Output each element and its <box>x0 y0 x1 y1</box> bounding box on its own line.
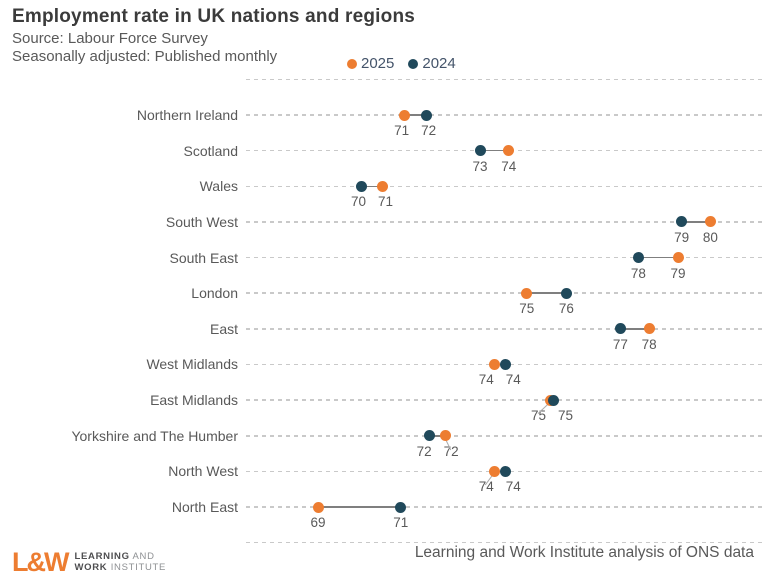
value-label-2025: 72 <box>443 443 459 459</box>
region-label: South West <box>0 211 238 232</box>
dot-2024 <box>499 358 511 370</box>
lw-logo: L&W LEARNING AND WORK INSTITUTE <box>12 548 166 576</box>
dot-2024 <box>614 323 626 335</box>
dot-2025 <box>643 323 655 335</box>
dot-2024 <box>395 501 407 513</box>
lw-logo-mark-icon: L&W <box>12 547 70 577</box>
gridline <box>246 114 766 116</box>
gridline <box>246 328 766 330</box>
gridline <box>246 435 766 437</box>
value-label-2025: 80 <box>702 229 718 245</box>
value-label-2024: 74 <box>505 479 521 495</box>
chart-note: Seasonally adjusted: Published monthly <box>12 48 278 65</box>
dumbbell-connector <box>480 149 509 152</box>
value-label-2025: 79 <box>670 265 686 281</box>
dot-2025 <box>503 145 515 157</box>
dumbbell-connector <box>681 221 711 223</box>
gridline <box>246 185 766 188</box>
dot-2025 <box>704 216 716 228</box>
region-label: East <box>0 318 238 339</box>
value-label-2025: 74 <box>478 479 494 495</box>
value-label-2024: 71 <box>393 515 409 531</box>
credit-line: Learning and Work Institute analysis of … <box>414 544 754 561</box>
dot-2024 <box>632 252 644 264</box>
dumbbell-connector <box>638 256 678 259</box>
dumbbell-connector <box>620 328 650 330</box>
value-label-2024: 78 <box>630 265 646 281</box>
value-label-2025: 74 <box>501 158 517 174</box>
dumbbell-connector <box>361 185 383 188</box>
lw-logo-text: LEARNING AND WORK INSTITUTE <box>74 551 166 574</box>
legend-item-2024: 2024 <box>408 55 456 72</box>
dot-2025 <box>440 430 452 442</box>
gridline <box>246 78 766 81</box>
dot-2024 <box>424 430 436 442</box>
legend: 2025 2024 <box>347 55 456 72</box>
value-label-2025: 75 <box>530 408 547 424</box>
region-label: West Midlands <box>0 354 238 375</box>
gridline <box>246 506 766 508</box>
dumbbell-connector <box>429 435 446 437</box>
chart-source: Source: Labour Force Survey <box>12 30 208 47</box>
dot-2025 <box>672 252 684 264</box>
dot-2024 <box>474 145 486 157</box>
value-label-2024: 79 <box>674 229 690 245</box>
value-label-2024: 77 <box>612 336 628 352</box>
value-label-2024: 72 <box>416 443 432 459</box>
gridline <box>246 541 766 544</box>
lw-logo-line1: LEARNING AND <box>74 550 155 562</box>
dot-2025 <box>521 287 533 299</box>
value-label-2024: 70 <box>350 194 367 210</box>
region-label: North West <box>0 461 238 482</box>
region-label: Yorkshire and The Humber <box>0 425 238 446</box>
region-label: London <box>0 283 238 304</box>
region-label: Wales <box>0 176 238 197</box>
dot-2025 <box>488 358 500 370</box>
dumbbell-connector <box>526 292 567 294</box>
legend-2024-label: 2024 <box>422 55 456 72</box>
value-label-2025: 78 <box>641 336 657 352</box>
dumbbell-connector <box>318 506 401 508</box>
legend-2025-dot-icon <box>347 58 357 69</box>
region-label: North East <box>0 497 238 518</box>
value-label-2025: 74 <box>478 372 494 388</box>
gridline <box>246 256 766 259</box>
value-label-2024: 76 <box>558 301 574 317</box>
dot-2024 <box>355 180 367 192</box>
value-label-2025: 69 <box>310 515 326 531</box>
legend-2024-dot-icon <box>408 58 419 69</box>
dot-2025 <box>398 109 410 121</box>
gridline <box>246 292 766 294</box>
dot-2024 <box>420 109 432 121</box>
legend-item-2025: 2025 <box>347 55 394 72</box>
dot-2025 <box>488 465 500 477</box>
value-label-2024: 73 <box>472 158 488 174</box>
value-label-2024: 72 <box>421 123 437 138</box>
value-label-2025: 71 <box>394 123 410 138</box>
value-label-2024: 74 <box>505 372 521 388</box>
dot-2024 <box>560 287 572 299</box>
dot-2025 <box>377 180 389 192</box>
dot-2024 <box>499 465 511 477</box>
dot-2024 <box>676 216 688 228</box>
dot-2024 <box>548 394 560 406</box>
value-label-2025: 75 <box>519 301 535 317</box>
region-label: East Midlands <box>0 390 238 411</box>
region-label: Northern Ireland <box>0 105 238 125</box>
dot-2025 <box>312 501 324 513</box>
region-label: South East <box>0 247 238 268</box>
dumbbell-connector <box>404 114 426 116</box>
gridline <box>246 399 766 401</box>
region-label: Scotland <box>0 140 238 161</box>
gridline <box>246 221 766 223</box>
chart-title: Employment rate in UK nations and region… <box>12 6 416 27</box>
value-label-2025: 71 <box>377 194 394 210</box>
value-label-2024: 75 <box>557 408 574 424</box>
legend-2025-label: 2025 <box>361 55 395 72</box>
lw-logo-line2: WORK INSTITUTE <box>74 562 167 573</box>
